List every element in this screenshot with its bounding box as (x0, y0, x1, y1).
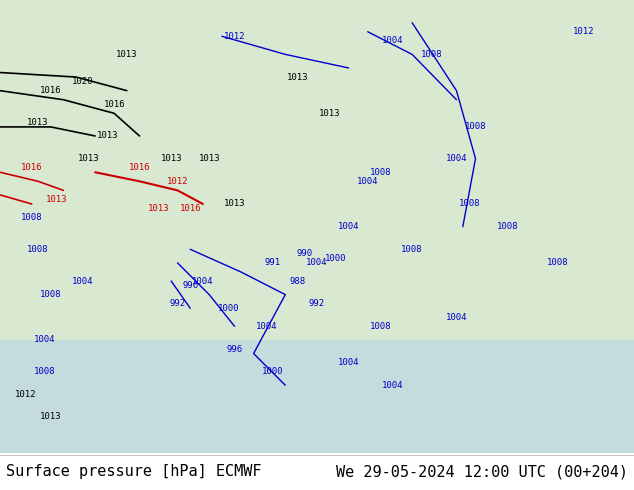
Text: 1020: 1020 (72, 77, 93, 86)
Text: 1013: 1013 (160, 154, 182, 163)
Text: 1008: 1008 (21, 213, 42, 222)
Text: 1016: 1016 (129, 163, 150, 172)
Text: 1004: 1004 (306, 258, 328, 268)
Text: 1008: 1008 (370, 168, 391, 177)
Text: 1013: 1013 (319, 109, 340, 118)
Text: 1013: 1013 (287, 73, 309, 81)
Text: 1008: 1008 (401, 245, 423, 254)
Text: 1004: 1004 (382, 36, 404, 45)
Text: 1008: 1008 (547, 258, 569, 268)
Text: 1004: 1004 (72, 276, 93, 286)
Text: 1008: 1008 (458, 199, 480, 208)
Text: 1016: 1016 (21, 163, 42, 172)
Text: 996: 996 (226, 344, 243, 353)
Text: 992: 992 (169, 299, 186, 308)
Polygon shape (0, 340, 634, 453)
Text: Surface pressure [hPa] ECMWF: Surface pressure [hPa] ECMWF (6, 464, 262, 479)
Text: 1012: 1012 (573, 27, 594, 36)
Text: 1008: 1008 (420, 50, 442, 59)
Text: 1013: 1013 (46, 195, 68, 204)
Text: 1000: 1000 (262, 367, 283, 376)
Text: 1013: 1013 (27, 118, 49, 127)
Text: 1004: 1004 (192, 276, 214, 286)
Text: 1000: 1000 (325, 254, 347, 263)
Text: 1008: 1008 (465, 122, 486, 131)
Text: 1013: 1013 (224, 199, 245, 208)
Text: 1013: 1013 (148, 204, 169, 213)
Text: 1004: 1004 (256, 322, 277, 331)
Text: 1012: 1012 (15, 390, 36, 399)
Text: 992: 992 (309, 299, 325, 308)
Text: 1008: 1008 (27, 245, 49, 254)
Text: 996: 996 (182, 281, 198, 290)
Text: 1004: 1004 (446, 313, 467, 322)
Text: 1004: 1004 (357, 177, 378, 186)
Text: 1004: 1004 (34, 336, 55, 344)
Text: 1016: 1016 (103, 100, 125, 109)
Text: 1013: 1013 (78, 154, 100, 163)
Text: 1016: 1016 (40, 86, 61, 95)
Text: 1013: 1013 (198, 154, 220, 163)
Text: 991: 991 (264, 258, 281, 268)
Text: 988: 988 (290, 276, 306, 286)
Text: 1008: 1008 (40, 290, 61, 299)
Text: 1000: 1000 (217, 304, 239, 313)
Text: 1013: 1013 (97, 131, 119, 141)
Text: 1004: 1004 (382, 381, 404, 390)
Text: 1016: 1016 (179, 204, 201, 213)
Text: 1013: 1013 (116, 50, 138, 59)
Text: 1008: 1008 (370, 322, 391, 331)
Text: 1004: 1004 (338, 222, 359, 231)
Text: 1012: 1012 (224, 32, 245, 41)
Text: 1013: 1013 (40, 413, 61, 421)
Text: 1004: 1004 (446, 154, 467, 163)
Text: 1012: 1012 (167, 177, 188, 186)
Text: 990: 990 (296, 249, 313, 258)
Text: 1004: 1004 (338, 358, 359, 367)
Text: 1008: 1008 (496, 222, 518, 231)
Text: 1008: 1008 (34, 367, 55, 376)
Text: We 29-05-2024 12:00 UTC (00+204): We 29-05-2024 12:00 UTC (00+204) (335, 464, 628, 479)
